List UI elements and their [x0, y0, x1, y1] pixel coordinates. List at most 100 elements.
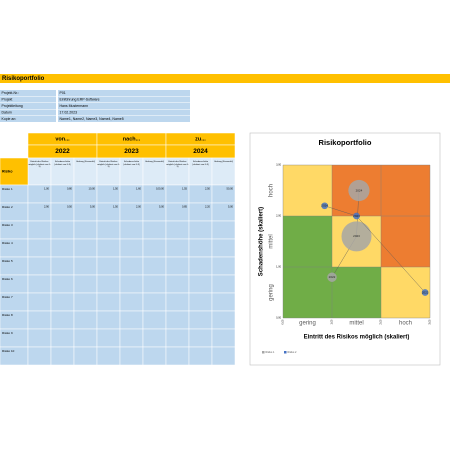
cell	[50, 310, 75, 330]
x-tick-label: 1,00	[331, 319, 334, 324]
cell	[165, 256, 190, 276]
y-tick-label: 2,00	[276, 215, 281, 218]
cell	[165, 220, 190, 240]
row-label: Risiko 7	[2, 295, 13, 299]
col-header-text-box: Schadens-höhe (skaliert von 0-3)	[192, 161, 209, 166]
cell	[27, 328, 52, 348]
cell	[50, 256, 75, 276]
group-label: zu...	[195, 136, 206, 142]
info-value-cell	[58, 90, 190, 96]
x-tick-label: 2,00	[380, 319, 383, 324]
cell	[142, 328, 167, 348]
cell-value: 100,00	[156, 187, 164, 191]
col-header-text: Umfang (Kennzahl)	[214, 161, 233, 163]
cell	[119, 256, 144, 276]
info-value: P01	[60, 91, 66, 95]
cell	[73, 256, 98, 276]
row-label: Risiko 3	[2, 223, 13, 227]
row-label: Risiko 4	[2, 241, 13, 245]
y-category: mittel	[269, 234, 275, 248]
col-header-text-box: Eintritt des Risikos möglich (skaliert v…	[97, 161, 120, 168]
cell-value: 5,00	[90, 205, 96, 209]
y-axis-title: Schadenshöhe (skaliert)	[259, 207, 265, 276]
cell	[165, 274, 190, 294]
cell	[50, 220, 75, 240]
cell	[27, 238, 52, 258]
cell	[73, 238, 98, 258]
cell	[188, 346, 213, 366]
cell	[27, 310, 52, 330]
col-header-text-box: Umfang (Kennzahl)	[145, 161, 164, 163]
row-label: Risiko 10	[2, 349, 15, 353]
cell	[73, 292, 98, 312]
bubble-label: 2023	[353, 214, 360, 218]
info-label-cell	[0, 90, 56, 96]
cell	[119, 220, 144, 240]
bubble	[353, 212, 360, 220]
group-label: nach...	[123, 136, 141, 142]
info-value-cell	[58, 109, 190, 116]
info-label-cell	[0, 109, 56, 116]
cell	[119, 292, 144, 312]
cell	[96, 346, 121, 366]
cell	[27, 220, 52, 240]
cell	[142, 220, 167, 240]
row-label: Risiko 5	[2, 259, 13, 263]
col-header-text: Eintritt des Risikos möglich (skaliert v…	[28, 161, 51, 168]
y-tick-label: 0,00	[276, 317, 281, 320]
cell	[165, 238, 190, 258]
cell-value: 1,50	[113, 205, 119, 209]
info-value: Name1, Name2, Name3, Name4, Name5	[60, 117, 124, 121]
info-value-cell	[58, 103, 190, 109]
x-tick-label: 0,00	[282, 319, 285, 324]
info-label-cell	[0, 103, 56, 109]
zone	[332, 267, 381, 318]
cell	[211, 310, 236, 330]
col-header-text: Eintritt des Risikos möglich (skaliert v…	[166, 161, 189, 168]
cell-value: 0,80	[67, 187, 73, 191]
cell	[119, 328, 144, 348]
cell	[27, 274, 52, 294]
cell	[142, 346, 167, 366]
x-category: gering	[299, 321, 316, 327]
cell	[96, 274, 121, 294]
x-tick-label: 3,00	[429, 319, 432, 324]
info-label: Projekt-Nr.:	[2, 91, 20, 95]
info-label-cell	[0, 116, 56, 122]
cell-value: 2,50	[205, 187, 211, 191]
bubble-label: 2022	[422, 290, 429, 294]
cell	[165, 346, 190, 366]
risk-header-cell	[0, 157, 29, 186]
col-header-text: Schadens-höhe (skaliert von 0-3)	[123, 161, 140, 166]
info-label-cell	[0, 96, 56, 103]
cell	[211, 328, 236, 348]
cell	[165, 310, 190, 330]
cell	[119, 310, 144, 330]
cell	[96, 310, 121, 330]
group-label: von...	[55, 136, 70, 142]
row-label: Risiko 9	[2, 331, 13, 335]
col-header-text: Schadens-höhe (skaliert von 0-3)	[192, 161, 209, 166]
col-header-text: Schadens-höhe (skaliert von 0-3)	[54, 161, 71, 166]
cell	[142, 310, 167, 330]
cell	[50, 292, 75, 312]
info-label: Kopie an:	[2, 117, 17, 121]
chart-title: Risikoportfolio	[319, 138, 372, 147]
cell	[50, 238, 75, 258]
cell	[73, 274, 98, 294]
y-category: gering	[269, 284, 275, 301]
risk-header: Risiko	[2, 169, 13, 173]
cell-value: 1,50	[113, 187, 119, 191]
cell	[96, 256, 121, 276]
cell-value: 1,00	[44, 187, 50, 191]
cell	[211, 274, 236, 294]
cell-value: 2,20	[205, 205, 211, 209]
year-label: 2022	[55, 148, 70, 155]
cell	[73, 220, 98, 240]
cell	[142, 256, 167, 276]
cell	[165, 328, 190, 348]
col-header-text-box: Eintritt des Risikos möglich (skaliert v…	[166, 161, 189, 168]
cell	[188, 274, 213, 294]
col-header-text-box: Umfang (Kennzahl)	[76, 161, 95, 163]
